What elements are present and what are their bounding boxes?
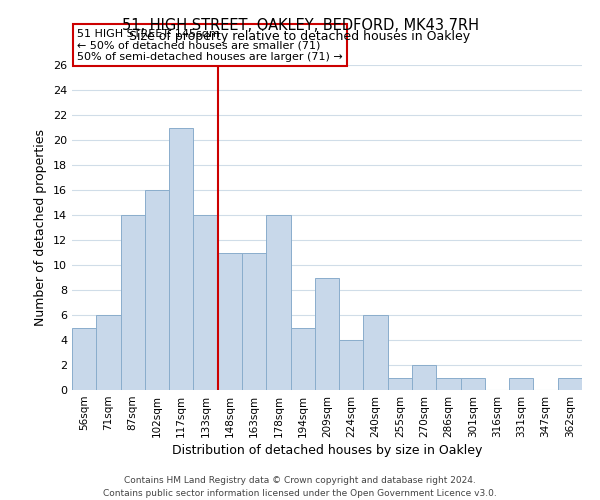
Bar [242,252,266,390]
Bar [339,340,364,390]
Text: Size of property relative to detached houses in Oakley: Size of property relative to detached ho… [130,30,470,43]
Text: 51 HIGH STREET: 145sqm
← 50% of detached houses are smaller (71)
50% of semi-det: 51 HIGH STREET: 145sqm ← 50% of detached… [77,28,343,62]
Bar [436,378,461,390]
Bar [412,365,436,390]
Bar [218,252,242,390]
Bar [364,315,388,390]
Bar [72,328,96,390]
Bar [388,378,412,390]
Bar [461,378,485,390]
Text: Contains HM Land Registry data © Crown copyright and database right 2024.
Contai: Contains HM Land Registry data © Crown c… [103,476,497,498]
Bar [169,128,193,390]
Bar [558,378,582,390]
Y-axis label: Number of detached properties: Number of detached properties [34,129,47,326]
Bar [509,378,533,390]
Text: 51, HIGH STREET, OAKLEY, BEDFORD, MK43 7RH: 51, HIGH STREET, OAKLEY, BEDFORD, MK43 7… [121,18,479,32]
X-axis label: Distribution of detached houses by size in Oakley: Distribution of detached houses by size … [172,444,482,457]
Bar [315,278,339,390]
Bar [121,215,145,390]
Bar [145,190,169,390]
Bar [193,215,218,390]
Bar [290,328,315,390]
Bar [266,215,290,390]
Bar [96,315,121,390]
